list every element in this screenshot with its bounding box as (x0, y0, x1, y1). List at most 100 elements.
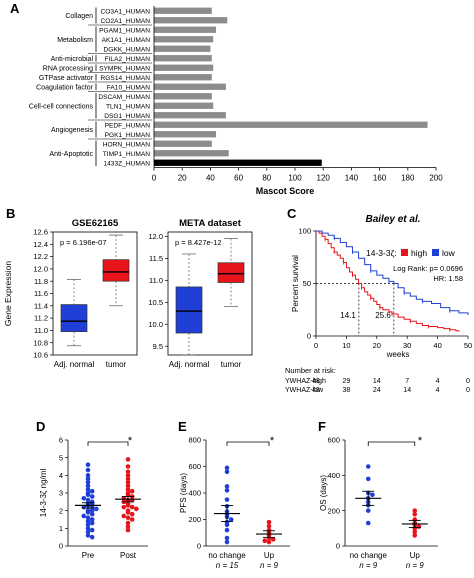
data-point-pre (85, 487, 91, 492)
bar-label: CO2A1_HUMAN (101, 18, 151, 25)
data-point-post (125, 469, 131, 475)
bar-pgam1_human (154, 26, 217, 33)
data-point-pre (89, 527, 95, 533)
x-axis-title: weeks (386, 350, 410, 359)
panel-label-b: B (6, 206, 15, 221)
data-point-no-change (224, 535, 230, 541)
data-point-no-change (228, 517, 234, 522)
x-category-label: tumor (106, 360, 127, 369)
y-tick-label: 11.0 (149, 276, 163, 285)
panel-d-dot-plot: 0 1 2 3 4 5 6 14-3-3ζ ng/ml Pre Post * (39, 435, 148, 560)
bar-label: AK1A1_HUMAN (102, 37, 151, 44)
data-point-no-change (224, 527, 230, 533)
data-point-pre (89, 508, 95, 513)
y-tick-label: 11.4 (34, 301, 48, 310)
data-point-post (125, 464, 131, 469)
data-point-pre (85, 533, 91, 538)
at-risk-value: 14 (403, 387, 411, 394)
data-point-no-change (365, 464, 371, 469)
bar-1433z_human (154, 159, 322, 166)
legend-title: 14-3-3ζ: (366, 248, 397, 258)
data-point-no-change (224, 488, 230, 493)
bar-ak1a1_human (154, 36, 214, 43)
group-label: Angiogenesis (51, 127, 94, 134)
y-axis-title: Gene Expression (3, 261, 13, 326)
group-label: Coagulation factor (36, 84, 93, 91)
data-point-pre (85, 483, 91, 489)
bar-label: CO3A1_HUMAN (101, 8, 151, 15)
data-point-no-change (365, 508, 371, 513)
bar-label: PGK1_HUMAN (105, 132, 151, 139)
x-category-label: Adj. normal (54, 360, 95, 369)
x-tick-label: 10 (342, 341, 350, 350)
data-point-pre (89, 517, 95, 522)
y-tick-label: 0 (59, 542, 63, 551)
bar-label: HORN_HUMAN (103, 141, 150, 148)
y-tick-label: 9.5 (153, 342, 163, 351)
significance-bracket (87, 441, 129, 446)
n-label: n = 9 (359, 561, 378, 570)
at-risk-value: 48 (312, 378, 320, 385)
x-tick-label: 50 (464, 341, 472, 350)
data-point-pre (81, 513, 87, 519)
bar-label: TIMP1_HUMAN (103, 151, 150, 158)
x-tick-label: 0 (152, 174, 157, 183)
y-tick-label: 4 (59, 471, 63, 480)
y-tick-label: 200 (327, 506, 340, 515)
data-point-post (129, 517, 135, 522)
y-axis-title: 14-3-3ζ ng/ml (39, 469, 48, 518)
bar-tln1_human (154, 102, 214, 109)
plot-title: META dataset (179, 218, 242, 229)
bar-dsg1_human (154, 112, 226, 119)
y-tick-label: 11.0 (34, 326, 48, 335)
data-point-no-change (224, 497, 230, 502)
x-category-label: Pre (82, 551, 95, 560)
panel-label-d: D (36, 419, 45, 434)
data-point-post (125, 457, 131, 462)
n-label: n = 15 (216, 561, 239, 570)
box-normal (175, 286, 203, 334)
bar-fa10_human (154, 83, 226, 90)
data-point-pre (85, 480, 91, 485)
bar-horn_human (154, 140, 212, 147)
significance-bracket (226, 441, 270, 446)
y-tick-label: 11.5 (149, 254, 163, 263)
data-point-pre (85, 467, 91, 473)
box-normal (60, 304, 88, 332)
data-point-pre (85, 497, 91, 503)
bar-label: FA10_HUMAN (107, 84, 150, 91)
bar-sympk_human (154, 64, 214, 71)
bar-label: DSG1_HUMAN (104, 113, 150, 120)
bar-label: SYMPK_HUMAN (99, 65, 150, 72)
data-point-no-change (365, 476, 371, 482)
x-tick-label: 20 (373, 341, 381, 350)
plot-title: GSE62165 (72, 218, 119, 229)
data-point-pre (89, 520, 95, 526)
group-label: Cell-cell connections (29, 103, 94, 110)
p-value: p = 8.427e-12 (175, 238, 222, 247)
plot-title: Bailey et al. (365, 214, 420, 225)
data-point-post (129, 504, 135, 510)
bar-label: RGS14_HUMAN (101, 75, 151, 82)
bar-co2a1_human (154, 17, 228, 24)
y-tick-label: 600 (188, 462, 201, 471)
y-tick-label: 100 (298, 227, 311, 236)
data-point-post (125, 524, 131, 529)
y-tick-label: 10.5 (148, 298, 163, 307)
data-point-post (125, 520, 131, 526)
data-point-up (416, 524, 422, 529)
group-label: Collagen (65, 13, 93, 20)
bar-rgs14_human (154, 74, 212, 81)
legend-label-low: low (442, 248, 456, 258)
legend-label-high: high (411, 248, 427, 258)
data-point-post (134, 506, 139, 512)
y-tick-label: 6 (59, 436, 63, 445)
y-tick-label: 0 (336, 542, 340, 551)
panel-label-e: E (178, 419, 187, 434)
data-point-no-change (365, 520, 371, 526)
bar-co3a1_human (154, 7, 212, 14)
panel-b-boxplot-gse62165: GSE62165 p = 6.196e-07 Gene Expression 10.6… (3, 218, 138, 369)
data-point-post (125, 480, 131, 485)
